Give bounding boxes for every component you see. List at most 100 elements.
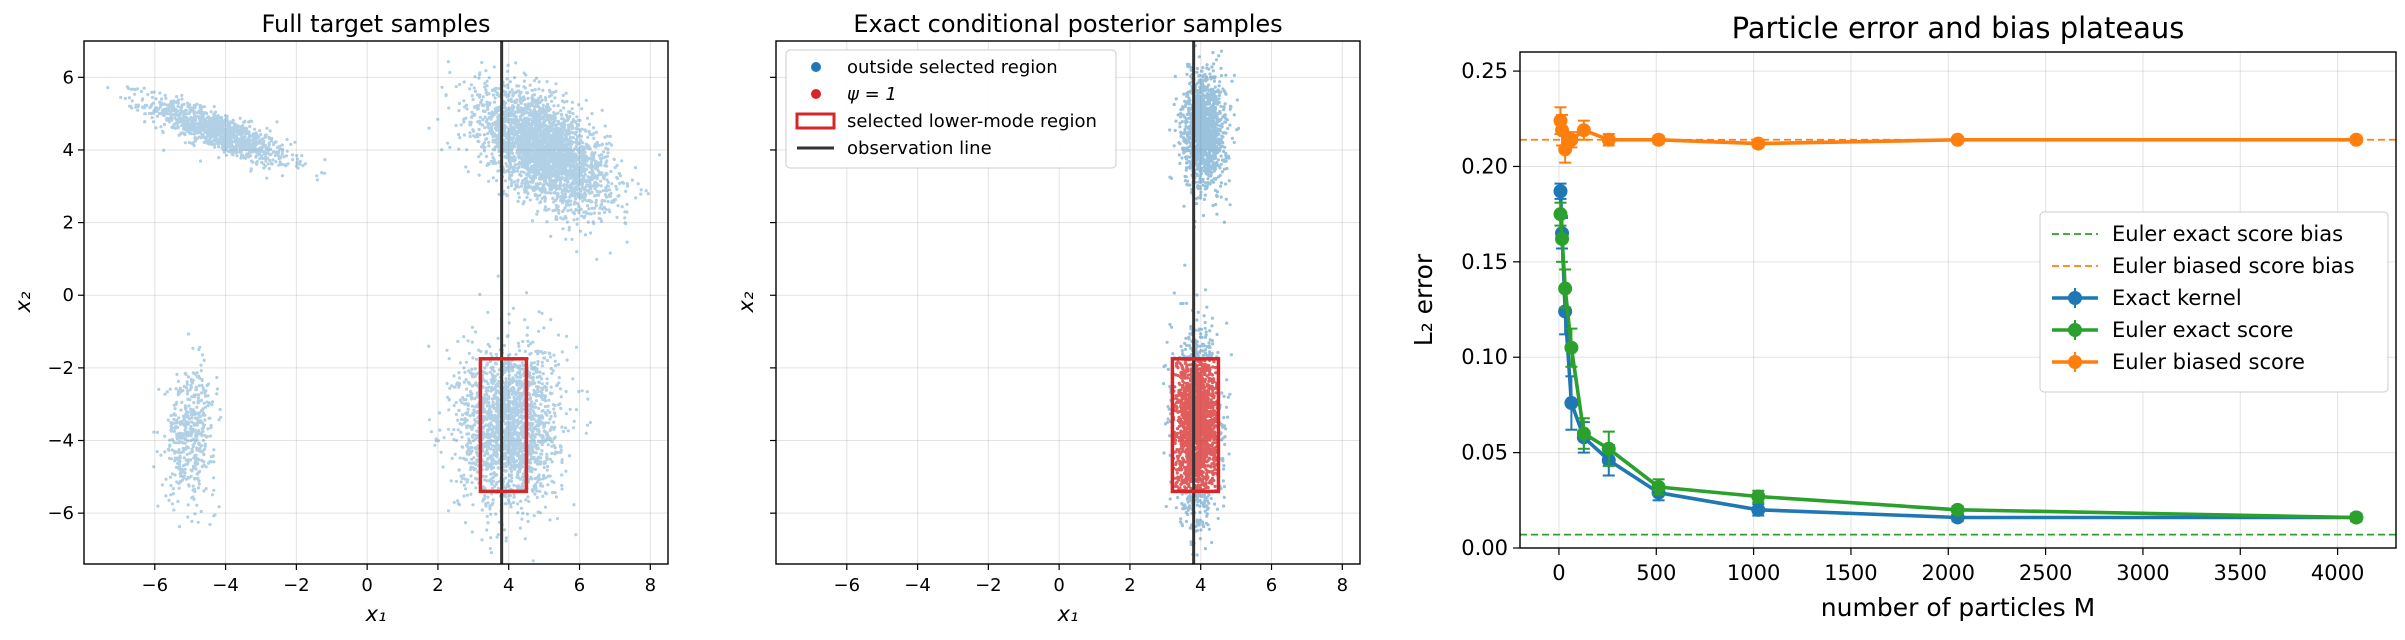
scatter-points-blue — [152, 332, 223, 529]
series-2 — [1553, 201, 2364, 525]
legend-entry-1: Euler exact score bias — [2052, 222, 2343, 246]
y-tick-label: 0.05 — [1461, 441, 1508, 465]
x-tick-label: 500 — [1636, 561, 1676, 585]
y-tick-label: 0.15 — [1461, 250, 1508, 274]
panel-particle-error: Particle error and bias plateaus 0 500 100… — [1409, 11, 2397, 622]
y-tick-label: 4 — [63, 140, 74, 161]
scatter-points-blue — [106, 85, 327, 182]
scatter-cluster-3 — [152, 332, 223, 529]
data-point — [1564, 340, 1579, 355]
panel3-x-ticks: 0 500 1000 1500 2000 2500 3000 3500 4000 — [1552, 548, 2364, 585]
series-line — [1558, 120, 2357, 152]
legend-label: Euler biased score — [2112, 350, 2305, 374]
legend-label-outside: outside selected region — [847, 57, 1058, 78]
panel2-x-ticks: −6 −4 −2 0 2 4 6 8 — [834, 564, 1348, 596]
legend-entry-2: Euler biased score bias — [2052, 254, 2355, 278]
data-point — [1576, 426, 1591, 441]
y-tick-label: 0.10 — [1461, 345, 1508, 369]
x-tick-label: −4 — [904, 575, 931, 596]
x-tick-label: 0 — [1053, 575, 1064, 596]
panel1-grid — [84, 41, 668, 564]
legend-label: Euler biased score bias — [2112, 254, 2355, 278]
x-tick-label: −6 — [142, 575, 169, 596]
data-point — [1651, 132, 1666, 147]
x-tick-label: −2 — [283, 575, 310, 596]
data-point — [1751, 489, 1766, 504]
data-point — [1555, 123, 1570, 138]
legend-entry-3: Exact kernel — [2052, 286, 2242, 310]
panel-full-target: Full target samples −6 −4 −2 0 2 4 6 8 −6 −4 −2 0 2… — [11, 10, 669, 626]
panel1-points — [106, 60, 662, 563]
scatter-points-blue — [427, 60, 662, 261]
legend-label: Euler exact score bias — [2112, 222, 2343, 246]
y-tick-label: 2 — [63, 213, 74, 234]
x-tick-label: 4000 — [2311, 561, 2364, 585]
panel3-title: Particle error and bias plateaus — [1732, 11, 2185, 45]
x-tick-label: 0 — [1552, 561, 1565, 585]
panel3-legend-box — [2039, 211, 2389, 393]
series-3 — [1553, 106, 2364, 164]
panel-conditional-posterior: Exact conditional posterior samples −6 −4… — [734, 10, 1361, 626]
y-tick-label: −2 — [47, 358, 74, 379]
panel1-y-ticks: −6 −4 −2 0 2 4 6 — [47, 67, 84, 524]
panel2-legend-box — [785, 49, 1117, 169]
x-tick-label: 1000 — [1727, 561, 1780, 585]
panel1-title: Full target samples — [261, 10, 490, 38]
scatter-points-red — [1171, 357, 1221, 493]
legend-swatch-marker — [2068, 355, 2082, 369]
panel1-frame — [83, 40, 669, 565]
series-line — [1558, 214, 2357, 520]
data-point — [1576, 123, 1591, 138]
data-point — [1555, 231, 1570, 246]
legend-entry-5: Euler biased score — [2052, 350, 2305, 374]
panel1-x-ticks: −6 −4 −2 0 2 4 6 8 — [142, 564, 656, 596]
legend-label-region: selected lower-mode region — [847, 111, 1097, 132]
panel2-x-label: x₁ — [1057, 602, 1079, 626]
y-tick-label: 0 — [63, 285, 74, 306]
data-point — [1751, 136, 1766, 151]
data-point — [1601, 132, 1616, 147]
x-tick-label: 2500 — [2019, 561, 2072, 585]
y-tick-label: −4 — [47, 431, 74, 452]
x-tick-label: 1500 — [1824, 561, 1877, 585]
data-point — [1564, 396, 1579, 411]
y-tick-label: −6 — [47, 503, 74, 524]
panel3-y-label: L₂ error — [1409, 253, 1438, 346]
legend-swatch-marker — [2068, 323, 2082, 337]
x-tick-label: 3000 — [2116, 561, 2169, 585]
y-tick-label: 6 — [63, 67, 74, 88]
scatter-cluster-1 — [1168, 44, 1241, 229]
data-point — [1751, 502, 1766, 517]
x-tick-label: −6 — [834, 575, 861, 596]
panel3-y-ticks: 0.00 0.05 0.10 0.15 0.20 0.25 — [1461, 59, 1520, 560]
x-tick-label: −2 — [975, 575, 1002, 596]
x-tick-label: 8 — [1337, 575, 1348, 596]
data-point — [2349, 510, 2364, 525]
panel1-y-label: x₂ — [11, 291, 35, 313]
legend-label-observation: observation line — [847, 138, 992, 159]
x-tick-label: 3500 — [2214, 561, 2267, 585]
panel1-x-label: x₁ — [365, 602, 387, 626]
scatter-cluster-2 — [427, 60, 662, 261]
panel3-x-label: number of particles M — [1821, 593, 2095, 622]
x-tick-label: 4 — [1195, 575, 1206, 596]
scatter-cluster-4 — [427, 274, 593, 563]
scatter-points-blue — [1168, 44, 1241, 229]
data-point — [1553, 184, 1568, 199]
legend-label: Euler exact score — [2112, 318, 2293, 342]
x-tick-label: 2 — [1124, 575, 1135, 596]
x-tick-label: 2000 — [1922, 561, 1975, 585]
legend-label: Exact kernel — [2112, 286, 2242, 310]
panel2-y-ticks — [770, 76, 776, 514]
data-point — [2349, 132, 2364, 147]
panel2-legend: outside selected region ψ = 1 selected l… — [785, 49, 1117, 169]
panel2-selected-region — [1170, 357, 1221, 494]
scatter-cluster-1 — [106, 85, 327, 182]
x-tick-label: 6 — [1266, 575, 1277, 596]
data-point — [1564, 132, 1579, 147]
data-point — [1950, 502, 1965, 517]
legend-dot-psi — [811, 89, 821, 99]
legend-entry-4: Euler exact score — [2052, 318, 2293, 342]
legend-label-psi: ψ = 1 — [847, 84, 897, 105]
